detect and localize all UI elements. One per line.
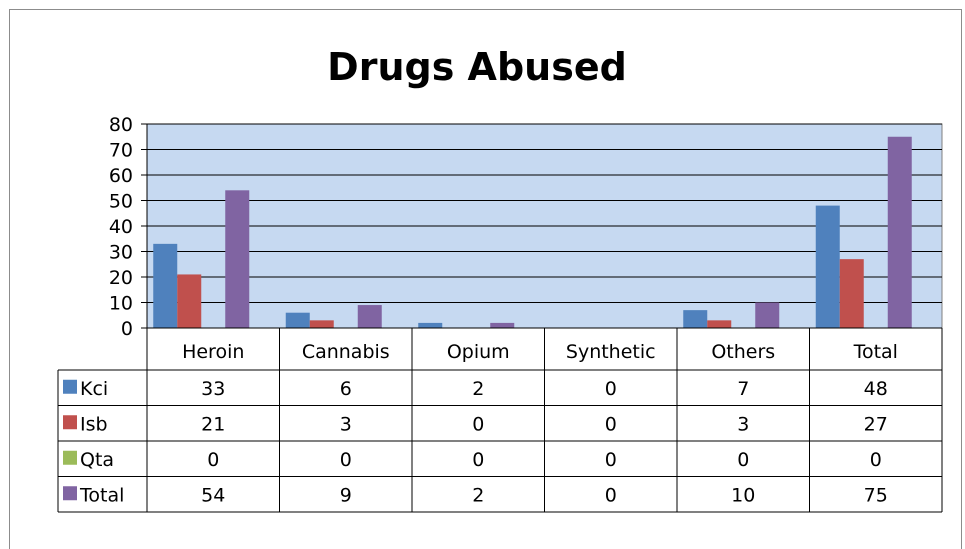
table-cell: 75 bbox=[864, 484, 888, 506]
bar-total-opium bbox=[490, 322, 515, 328]
table-cell: 0 bbox=[472, 449, 484, 471]
table-cell: 0 bbox=[472, 413, 484, 435]
bar-kci-opium bbox=[418, 322, 443, 328]
table-cell: 10 bbox=[731, 484, 755, 506]
table-cell: 0 bbox=[605, 449, 617, 471]
category-label-opium: Opium bbox=[447, 341, 510, 363]
legend-label-isb: Isb bbox=[80, 413, 108, 435]
bar-total-others bbox=[755, 302, 780, 328]
bar-kci-total bbox=[815, 205, 840, 328]
table-cell: 0 bbox=[207, 449, 219, 471]
chart-title: Drugs Abused bbox=[327, 45, 627, 89]
y-tick-label: 60 bbox=[109, 165, 133, 187]
table-cell: 2 bbox=[472, 378, 484, 400]
bar-isb-heroin bbox=[177, 274, 202, 328]
y-tick-label: 70 bbox=[109, 140, 133, 162]
table-cell: 0 bbox=[605, 484, 617, 506]
table-cell: 9 bbox=[340, 484, 352, 506]
category-label-heroin: Heroin bbox=[182, 341, 244, 363]
category-label-synthetic: Synthetic bbox=[566, 341, 656, 363]
table-cell: 0 bbox=[870, 449, 882, 471]
category-label-others: Others bbox=[711, 341, 775, 363]
bar-kci-others bbox=[683, 310, 708, 328]
y-tick-label: 80 bbox=[109, 114, 133, 136]
table-cell: 0 bbox=[737, 449, 749, 471]
y-tick-label: 0 bbox=[121, 318, 133, 340]
category-label-total: Total bbox=[853, 341, 898, 363]
legend-label-qta: Qta bbox=[80, 449, 114, 471]
y-tick-label: 30 bbox=[109, 242, 133, 264]
table-cell: 0 bbox=[340, 449, 352, 471]
bar-isb-total bbox=[839, 259, 864, 328]
y-tick-label: 10 bbox=[109, 293, 133, 315]
table-cell: 3 bbox=[737, 413, 749, 435]
table-cell: 7 bbox=[737, 378, 749, 400]
legend-key-qta bbox=[63, 450, 77, 465]
legend-label-total: Total bbox=[79, 484, 124, 506]
y-tick-label: 20 bbox=[109, 267, 133, 289]
table-cell: 6 bbox=[340, 378, 352, 400]
bar-isb-cannabis bbox=[309, 320, 334, 328]
y-tick-label: 50 bbox=[109, 191, 133, 213]
table-cell: 21 bbox=[201, 413, 225, 435]
table-cell: 48 bbox=[864, 378, 888, 400]
table-cell: 33 bbox=[201, 378, 225, 400]
bar-kci-cannabis bbox=[285, 312, 310, 328]
legend-key-total bbox=[63, 486, 77, 501]
table-cell: 27 bbox=[864, 413, 888, 435]
table-cell: 3 bbox=[340, 413, 352, 435]
legend-label-kci: Kci bbox=[80, 378, 108, 400]
table-cell: 2 bbox=[472, 484, 484, 506]
table-cell: 54 bbox=[201, 484, 225, 506]
bar-total-heroin bbox=[225, 190, 250, 328]
category-label-cannabis: Cannabis bbox=[302, 341, 390, 363]
table-cell: 0 bbox=[605, 378, 617, 400]
table-cell: 0 bbox=[605, 413, 617, 435]
bar-isb-others bbox=[707, 320, 732, 328]
chart-frame bbox=[9, 9, 962, 549]
bar-kci-heroin bbox=[153, 243, 178, 328]
bar-total-cannabis bbox=[357, 305, 382, 328]
legend-key-kci bbox=[63, 379, 77, 394]
legend-key-isb bbox=[63, 415, 77, 430]
y-tick-label: 40 bbox=[109, 216, 133, 238]
bar-total-total bbox=[887, 136, 912, 328]
